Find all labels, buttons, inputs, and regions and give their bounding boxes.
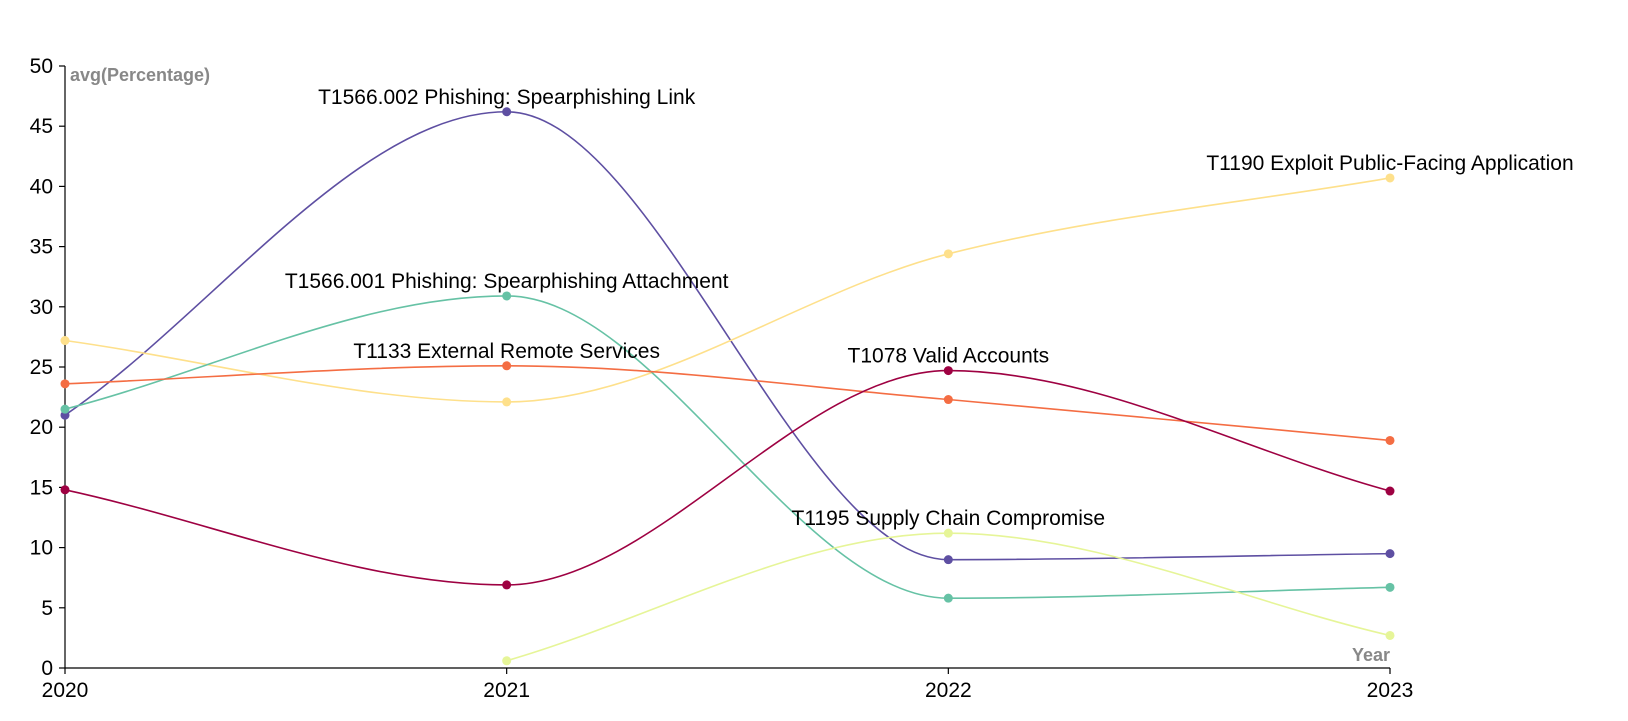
data-point [943, 366, 953, 376]
data-point [60, 485, 70, 495]
data-point [60, 336, 70, 346]
series-line [64, 110, 1391, 561]
y-axis-title: avg(Percentage) [70, 65, 210, 85]
data-point [943, 528, 953, 538]
data-point [1385, 582, 1395, 592]
data-point [1385, 435, 1395, 445]
x-axis-title: Year [1352, 645, 1390, 665]
x-tick-label: 2023 [1367, 679, 1414, 702]
data-point [60, 379, 70, 389]
series-label: T1195 Supply Chain Compromise [792, 507, 1106, 530]
y-tick-label: 15 [30, 476, 53, 499]
y-tick-label: 25 [30, 356, 53, 379]
data-point [943, 593, 953, 603]
y-tick-label: 0 [41, 657, 53, 680]
y-tick-label: 30 [30, 296, 53, 319]
series-label: T1190 Exploit Public-Facing Application [1206, 152, 1573, 175]
data-point [502, 107, 512, 117]
x-tick-label: 2022 [925, 679, 972, 702]
series-points [60, 107, 1395, 666]
data-point [1385, 173, 1395, 183]
y-tick-label: 40 [30, 175, 53, 198]
data-point [502, 580, 512, 590]
series-line [64, 295, 1391, 599]
data-point [1385, 486, 1395, 496]
data-point [1385, 549, 1395, 559]
y-tick-label: 50 [30, 55, 53, 78]
data-point [502, 656, 512, 666]
y-tick-label: 35 [30, 236, 53, 259]
series-line [64, 369, 1391, 586]
series-line [64, 364, 1391, 442]
data-point [943, 395, 953, 405]
series-label: T1133 External Remote Services [353, 340, 660, 363]
series-lines [64, 110, 1391, 662]
x-axis: 2020 2021 2022 2023 [42, 667, 1414, 702]
y-tick-label: 45 [30, 115, 53, 138]
data-point [943, 249, 953, 259]
series-label: T1566.001 Phishing: Spearphishing Attach… [285, 270, 729, 293]
y-tick-label: 20 [30, 416, 53, 439]
y-tick-label: 5 [41, 597, 53, 620]
series-line [64, 177, 1391, 403]
y-axis: 0 5 10 15 20 25 30 35 40 45 50 [30, 55, 66, 680]
x-tick-label: 2020 [42, 679, 89, 702]
x-tick-label: 2021 [483, 679, 530, 702]
data-point [502, 397, 512, 407]
series-labels: T1566.002 Phishing: Spearphishing Link T1… [285, 86, 1574, 530]
data-point [60, 404, 70, 414]
data-point [943, 555, 953, 565]
data-point [502, 291, 512, 301]
series-label: T1566.002 Phishing: Spearphishing Link [318, 86, 696, 109]
data-point [1385, 630, 1395, 640]
y-tick-label: 10 [30, 537, 53, 560]
data-point [502, 361, 512, 371]
series-label: T1078 Valid Accounts [848, 345, 1050, 368]
